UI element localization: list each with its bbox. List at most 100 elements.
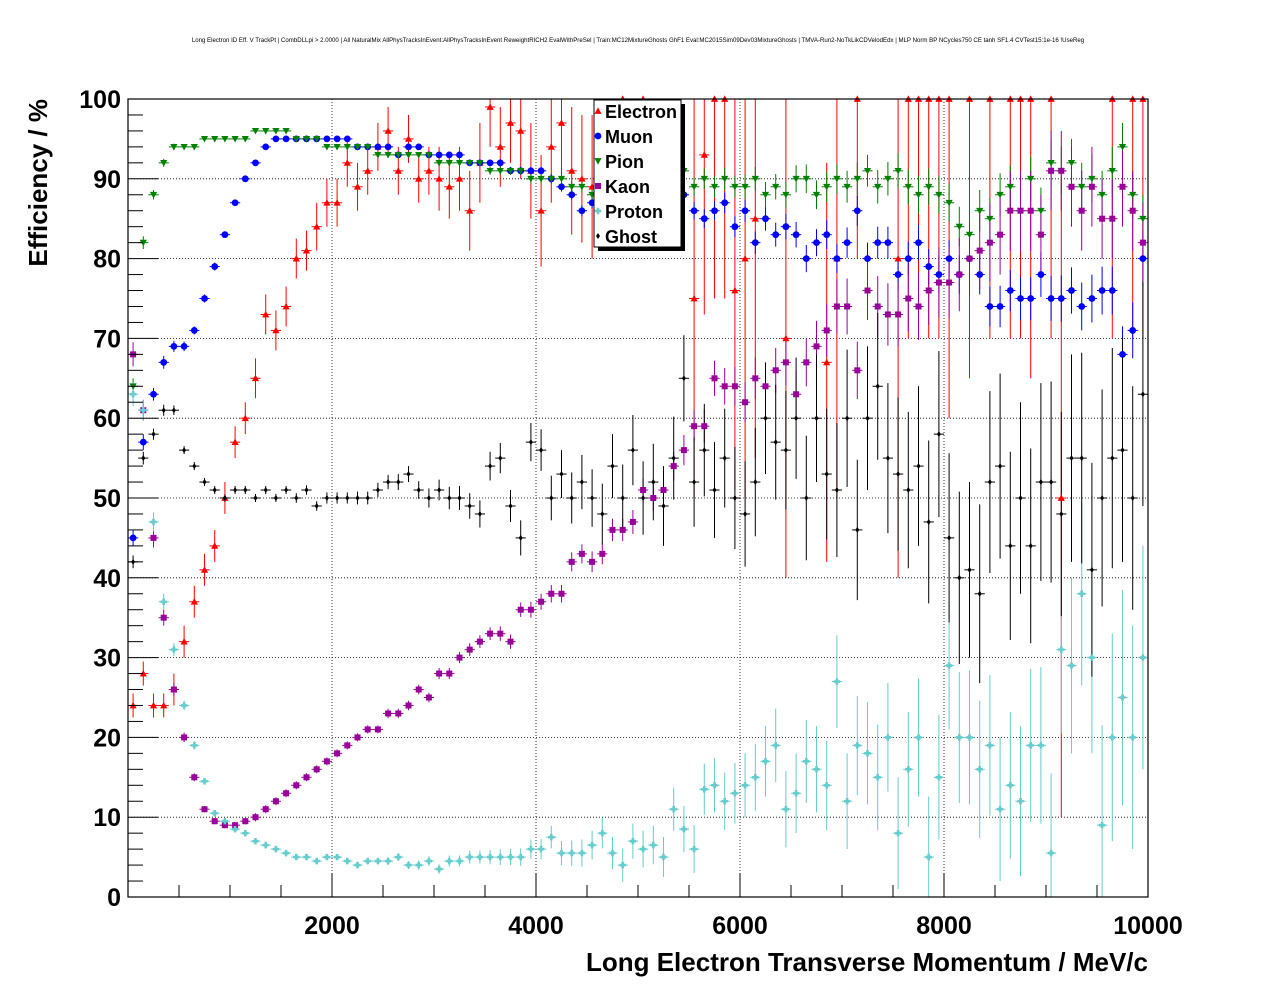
kaon-point — [884, 311, 891, 318]
kaon-point — [252, 814, 259, 821]
ghost-point — [936, 431, 941, 438]
proton-point — [813, 766, 820, 773]
muon-point — [343, 135, 351, 143]
muon-point — [813, 239, 820, 247]
ghost-point — [304, 487, 309, 494]
muon-point — [935, 271, 943, 278]
kaon-point — [793, 391, 800, 398]
electron-point — [455, 175, 464, 182]
electron-point — [343, 159, 351, 166]
proton-point — [650, 841, 657, 849]
muon-point — [211, 263, 219, 270]
kaon-point — [711, 375, 718, 382]
pion-point — [823, 183, 831, 191]
kaon-point — [1088, 183, 1095, 190]
proton-point — [1088, 654, 1096, 661]
electron-point — [333, 199, 341, 206]
kaon-point — [844, 303, 851, 310]
ghost-point — [630, 447, 635, 454]
muon-point — [496, 159, 504, 167]
muon-point — [711, 207, 718, 215]
proton-point — [1078, 590, 1085, 597]
proton-point — [1058, 646, 1065, 653]
proton-point — [395, 853, 402, 861]
pion-point — [333, 144, 341, 151]
pion-point — [425, 151, 433, 159]
kaon-point — [323, 758, 330, 765]
proton-point — [731, 790, 739, 797]
pion-point — [710, 183, 719, 191]
ghost-point — [467, 502, 472, 509]
proton-point — [456, 857, 463, 865]
x-tick-label: 4000 — [508, 912, 564, 940]
ghost-point — [702, 447, 707, 454]
legend-proton-marker — [594, 207, 602, 215]
kaon-point — [997, 231, 1004, 238]
muon-point — [1027, 295, 1035, 302]
proton-point — [986, 742, 994, 749]
electron-point — [445, 183, 453, 190]
proton-point — [201, 778, 208, 785]
electron-point — [384, 127, 392, 134]
ghost-point — [406, 471, 411, 478]
kaon-point — [1027, 207, 1034, 214]
kaon-point — [1129, 207, 1136, 214]
pion-point — [537, 175, 545, 183]
electron-point — [415, 175, 423, 182]
kaon-point — [568, 558, 575, 565]
muon-point — [405, 143, 412, 151]
ghost-point — [488, 463, 493, 470]
pion-point — [1108, 167, 1116, 175]
electron-point — [517, 127, 525, 134]
muon-point — [762, 215, 769, 223]
muon-point — [190, 327, 198, 334]
ghost-point — [590, 495, 595, 501]
proton-point — [1047, 849, 1055, 857]
pion-point — [700, 175, 708, 183]
kaon-point — [946, 279, 953, 286]
kaon-point — [589, 558, 596, 565]
muon-point — [986, 303, 994, 310]
pion-point — [1129, 191, 1137, 199]
proton-point — [558, 849, 565, 857]
pion-point — [547, 175, 555, 183]
ghost-point — [569, 495, 574, 501]
muon-point — [333, 135, 341, 143]
ghost-point — [1049, 479, 1054, 486]
pion-point — [1006, 183, 1014, 191]
muon-point — [976, 271, 984, 278]
kaon-point — [629, 518, 636, 525]
electron-point — [190, 598, 198, 605]
pion-point — [945, 199, 953, 207]
ghost-point — [182, 447, 187, 454]
proton-point — [823, 782, 830, 789]
muon-point — [1047, 295, 1055, 302]
proton-point — [884, 734, 892, 741]
ghost-point — [641, 495, 646, 501]
ghost-point — [773, 439, 778, 446]
proton-point — [272, 845, 280, 853]
ghost-point — [233, 487, 238, 494]
kaon-point — [374, 726, 381, 733]
ghost-point — [171, 407, 176, 414]
ghost-point — [243, 487, 248, 494]
pion-point — [884, 175, 892, 183]
kaon-point — [874, 303, 881, 310]
proton-point — [803, 758, 810, 765]
ghost-point — [477, 510, 482, 517]
proton-point — [660, 853, 667, 861]
proton-point — [1027, 742, 1034, 749]
muon-point — [1088, 295, 1096, 302]
ghost-point — [375, 487, 380, 494]
kaon-point — [293, 782, 300, 789]
electron-point — [149, 701, 158, 709]
pion-point — [313, 136, 321, 143]
pion-point — [894, 167, 902, 175]
kaon-point — [476, 638, 483, 645]
x-tick-label: 8000 — [916, 912, 972, 940]
ghost-point — [253, 495, 258, 501]
electron-point — [578, 175, 586, 182]
ghost-point — [273, 495, 278, 501]
muon-point — [1006, 287, 1014, 294]
pion-point — [435, 159, 443, 167]
